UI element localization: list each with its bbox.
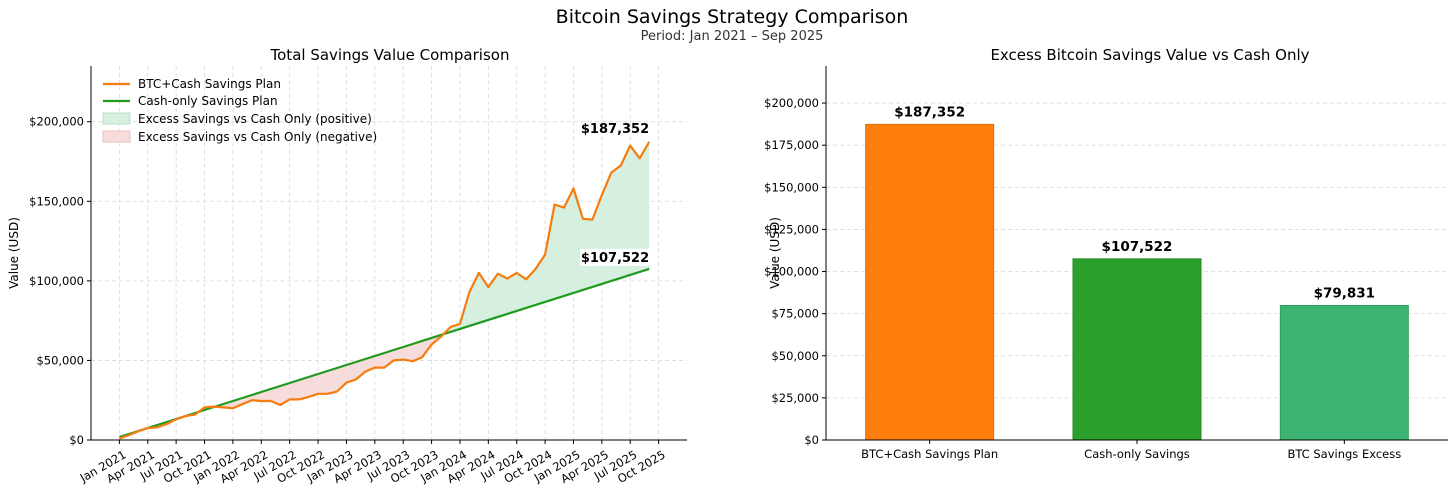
y-tick-label: $50,000 [36, 353, 84, 367]
y-tick-label: $200,000 [764, 96, 819, 110]
left-legend: BTC+Cash Savings Plan Cash-only Savings … [102, 77, 377, 144]
left-chart-title: Total Savings Value Comparison [270, 46, 510, 64]
left-line-chart: Total Savings Value Comparison $0 $50,000… [7, 46, 687, 486]
y-tick-label: $150,000 [29, 194, 84, 208]
right-x-ticks: BTC+Cash Savings Plan Cash-only Savings BT… [861, 440, 1401, 461]
y-tick-label: $175,000 [764, 138, 819, 152]
bar-1 [1072, 258, 1202, 441]
annotation-cash-background [580, 248, 652, 266]
right-bar-chart: Excess Bitcoin Savings Value vs Cash Onl… [764, 46, 1448, 461]
legend-swatch-negative-fill [102, 130, 131, 143]
bar-value-label: $107,522 [1102, 239, 1173, 255]
bar-0 [865, 123, 995, 441]
y-tick-label: $50,000 [771, 349, 819, 363]
excess-positive-area [443, 141, 650, 335]
left-y-axis-label: Value (USD) [7, 217, 21, 289]
legend-label-cash: Cash-only Savings Plan [138, 94, 278, 108]
y-tick-label: $150,000 [764, 180, 819, 194]
bar-value-label: $79,831 [1314, 286, 1376, 302]
left-excess-fills [119, 141, 650, 439]
left-annotations: $187,352 $107,522 [580, 122, 652, 266]
x-tick-label: BTC+Cash Savings Plan [861, 447, 998, 461]
legend-label-negative: Excess Savings vs Cash Only (negative) [138, 130, 377, 144]
legend-label-btc: BTC+Cash Savings Plan [138, 77, 281, 91]
figure-subtitle: Period: Jan 2021 – Sep 2025 [641, 29, 824, 44]
y-tick-label: $75,000 [771, 307, 819, 321]
x-tick-label: Cash-only Savings [1084, 447, 1190, 461]
cash-only-savings-line [119, 267, 650, 439]
annotation-cash-final: $107,522 [581, 251, 649, 266]
bar-2 [1279, 305, 1409, 441]
y-tick-label: $25,000 [771, 391, 819, 405]
y-tick-label: $100,000 [764, 265, 819, 279]
legend-label-positive: Excess Savings vs Cash Only (positive) [138, 112, 372, 126]
right-y-axis-label: Value (USD) [768, 217, 782, 289]
y-tick-label: $200,000 [29, 115, 84, 129]
legend-swatch-positive-fill [102, 112, 131, 125]
right-y-ticks: $0 $25,000 $50,000 $75,000 $100,000 $125,000 $… [764, 96, 826, 447]
right-chart-title: Excess Bitcoin Savings Value vs Cash Onl… [990, 46, 1309, 64]
y-tick-label: $0 [69, 433, 84, 447]
bar-value-label: $187,352 [894, 104, 965, 120]
annotation-btc-final: $187,352 [581, 122, 649, 137]
figure-title: Bitcoin Savings Strategy Comparison [556, 6, 909, 28]
left-series-lines [119, 141, 651, 440]
left-y-ticks: $0 $50,000 $100,000 $150,000 $200,000 [29, 115, 91, 447]
right-bars: $187,352 $107,522 $79,831 [865, 104, 1409, 441]
y-tick-label: $100,000 [29, 274, 84, 288]
btc-cash-savings-line [119, 141, 651, 440]
x-tick-label: BTC Savings Excess [1287, 447, 1401, 461]
y-tick-label: $125,000 [764, 222, 819, 236]
y-tick-label: $0 [804, 433, 819, 447]
